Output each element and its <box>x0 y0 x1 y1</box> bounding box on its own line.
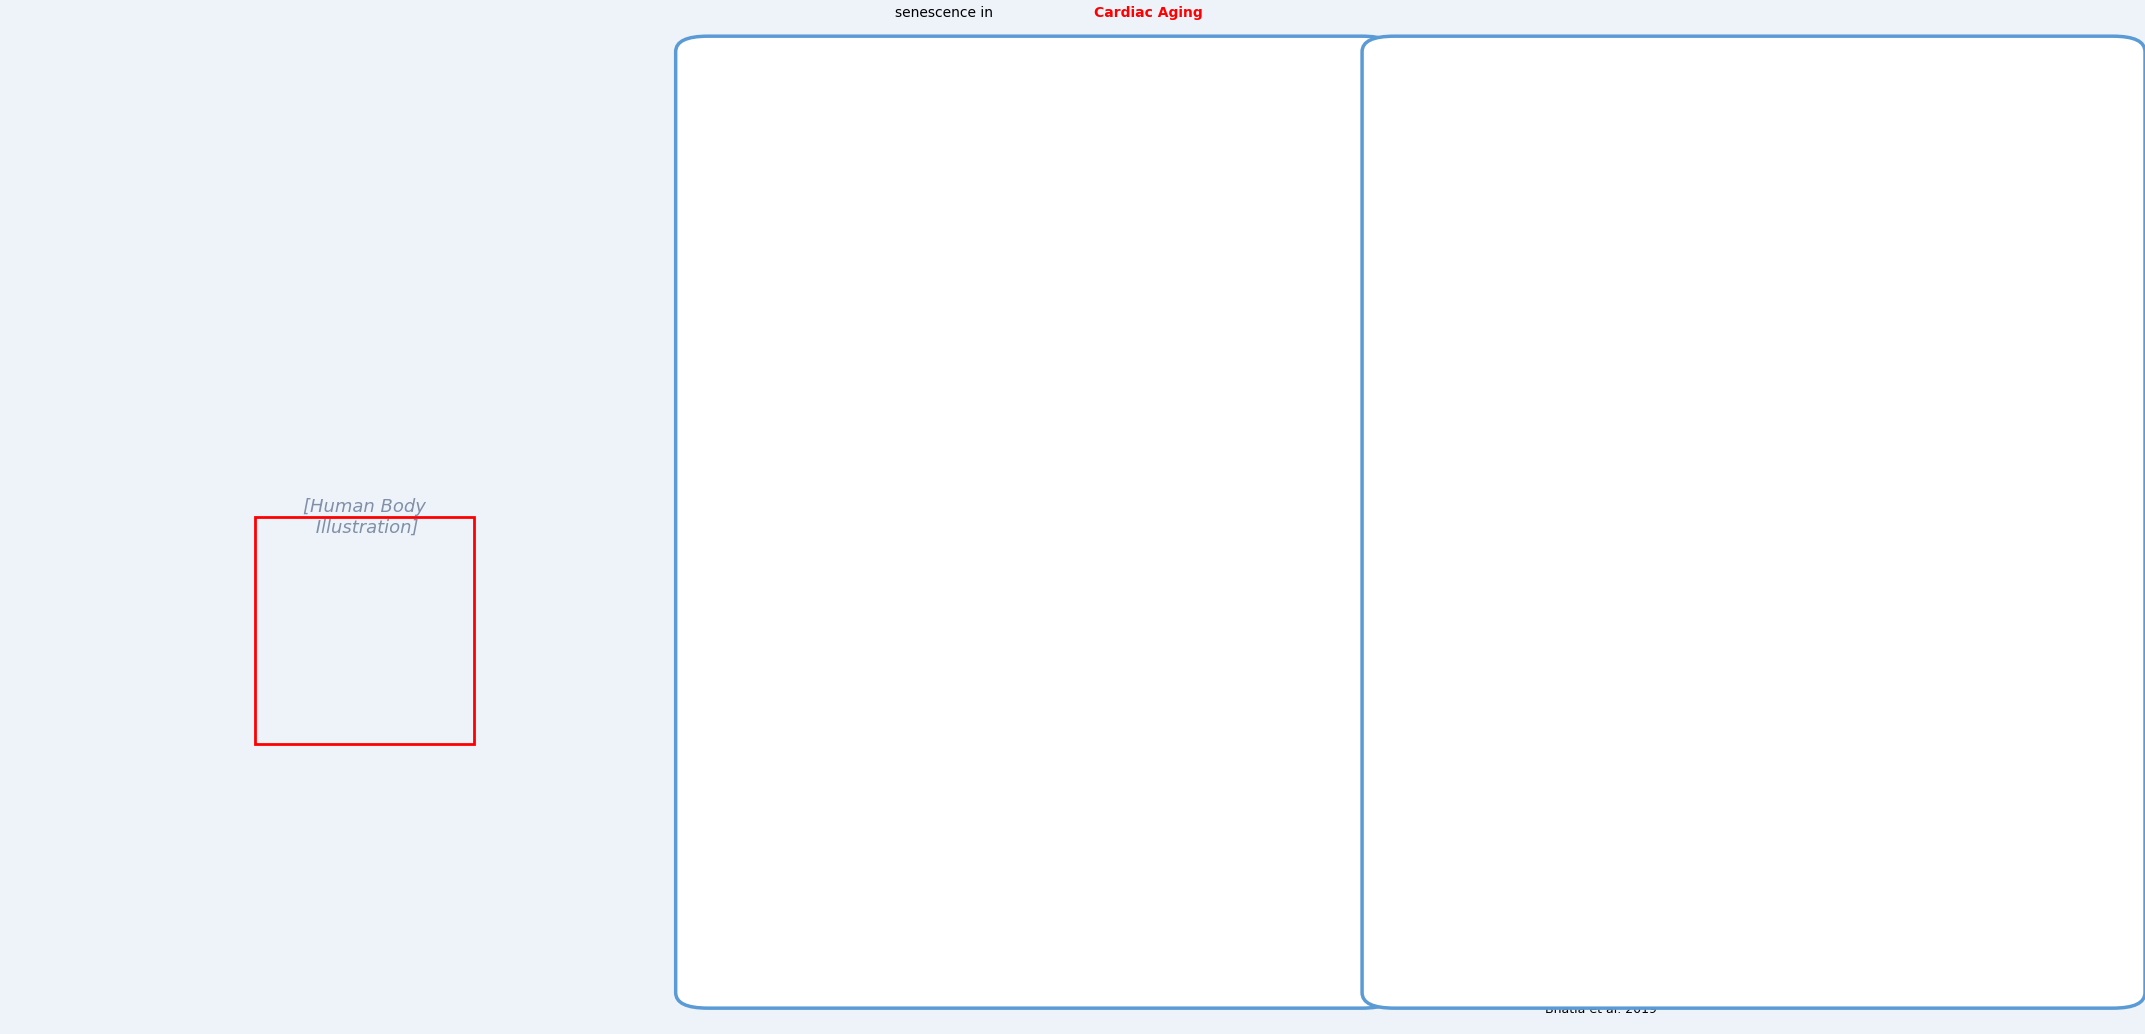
Text: Reduced Mitophagy Increases: Reduced Mitophagy Increases <box>1660 176 1868 190</box>
Point <box>1920 420 1954 436</box>
Point <box>1810 735 1845 752</box>
Text: Pan et al. 2021: Pan et al. 2021 <box>1010 995 1103 1008</box>
Bar <box>1238 443 1287 931</box>
Point <box>1677 617 1712 634</box>
Text: Kidneys:: Kidneys: <box>1725 117 1804 134</box>
Bar <box>907 393 957 931</box>
Text: Bhatia et al. 2019: Bhatia et al. 2019 <box>1544 1003 1658 1016</box>
Text: Cardiac Aging: Cardiac Aging <box>1094 6 1203 21</box>
Text: Kidney Injury: Kidney Injury <box>1712 232 1817 246</box>
Point <box>1806 747 1840 763</box>
Text: #: # <box>1051 336 1062 351</box>
Text: $Prkn^{-/-}$: $Prkn^{-/-}$ <box>1860 986 1909 1003</box>
Text: $Prkn^{+/+}$: $Prkn^{+/+}$ <box>1602 986 1652 1003</box>
Bar <box>1072 739 1122 931</box>
Bar <box>255 517 474 744</box>
Bar <box>1156 434 1205 931</box>
Y-axis label: CD206+ F4/80+ counts: CD206+ F4/80+ counts <box>1426 494 1441 643</box>
Bar <box>826 847 875 931</box>
Point <box>1933 377 1967 394</box>
Text: &: & <box>1216 367 1227 382</box>
Text: ***: *** <box>1875 309 1896 324</box>
Point <box>1559 778 1594 794</box>
Text: [Human Body
 Illustration]: [Human Body Illustration] <box>302 497 427 537</box>
Text: *: * <box>1697 421 1703 436</box>
Text: *: * <box>1624 378 1632 394</box>
Bar <box>991 412 1040 931</box>
Text: senescence in: senescence in <box>894 6 997 21</box>
Text: *: * <box>888 321 894 335</box>
Point <box>1658 433 1692 450</box>
Point <box>1913 448 1948 464</box>
Point <box>1544 786 1579 802</box>
Point <box>1559 755 1594 771</box>
Point <box>1819 721 1853 737</box>
Point <box>1667 546 1701 562</box>
Point <box>1922 476 1956 492</box>
Point <box>1815 727 1849 743</box>
Point <box>1553 766 1587 783</box>
Y-axis label: SA- b-gal positive cell rate (%): SA- b-gal positive cell rate (%) <box>764 520 776 700</box>
Point <box>1667 476 1701 492</box>
